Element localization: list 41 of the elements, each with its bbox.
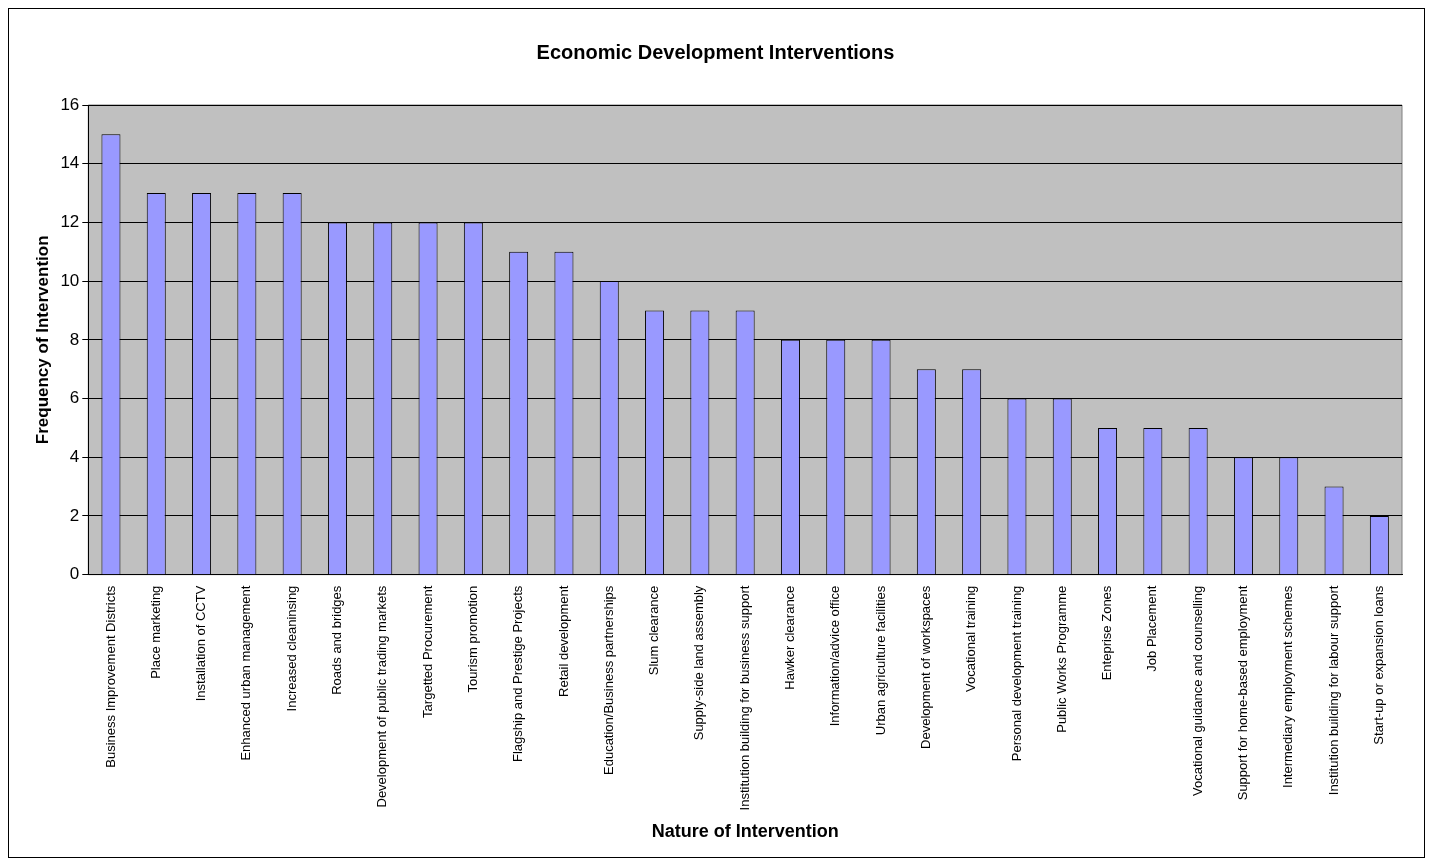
x-tick-label: Urban agriculture facilities — [872, 585, 888, 736]
x-tick-label: Tourism promotion — [464, 585, 480, 693]
x-tick-label: Public Works Programme — [1053, 585, 1069, 733]
x-tick-label: Personal development training — [1008, 585, 1024, 762]
x-tick-label: Enteprise Zones — [1099, 585, 1115, 681]
y-tick-label: 12 — [60, 212, 80, 232]
x-tick-label: Vocational guidance and counselling — [1189, 585, 1205, 796]
x-tick-label: Development of public trading markets — [374, 585, 390, 808]
x-tick-label: Hawker clearance — [782, 585, 798, 690]
x-tick-label: Targetted Procurement — [419, 585, 435, 718]
chart-title: Economic Development Interventions — [536, 40, 895, 63]
x-tick-label: Slum clearance — [646, 585, 662, 676]
x-tick-label: Development of workspaces — [917, 585, 933, 749]
y-tick-label: 2 — [69, 505, 80, 525]
x-tick-label: Business Improvement Districts — [102, 585, 118, 768]
y-tick-label: 6 — [69, 388, 80, 408]
x-tick-label: Place marketing — [147, 585, 163, 679]
x-tick-label: Increased cleaninsing — [283, 585, 299, 712]
x-tick-label: Vocational training — [963, 585, 979, 692]
y-tick-label: 16 — [60, 94, 80, 114]
x-tick-label: Education/Business partnerships — [600, 585, 616, 775]
x-tick-label: Institution building for labour support — [1325, 585, 1341, 796]
x-tick-label: Roads and bridges — [329, 585, 345, 695]
y-tick-label: 4 — [69, 446, 80, 466]
y-tick-label: 0 — [69, 564, 80, 584]
x-tick-label: Support for home-based employment — [1235, 585, 1251, 801]
y-tick-label: 8 — [69, 329, 80, 349]
x-tick-label: Enhanced urban management — [238, 585, 254, 761]
x-tick-label: Installation of CCTV — [193, 585, 209, 702]
x-tick-label: Information/advice office — [827, 585, 843, 727]
x-tick-label: Retail development — [555, 585, 571, 697]
x-axis-title: Nature of Intervention — [651, 821, 839, 842]
x-tick-label: Flagship and Prestige Projects — [510, 585, 526, 762]
y-tick-label: 14 — [60, 153, 80, 173]
y-axis-title: Frequency of Intervention — [32, 235, 52, 445]
x-tick-label: Institution building for business support — [736, 585, 752, 811]
x-tick-label: Supply-side land assembly — [691, 585, 707, 741]
x-tick-label: Job Placement — [1144, 585, 1160, 672]
x-tick-label: Intermediary employment schemes — [1280, 585, 1296, 788]
y-tick-label: 10 — [60, 270, 80, 290]
x-tick-label: Start-up or expansion loans — [1370, 585, 1386, 745]
